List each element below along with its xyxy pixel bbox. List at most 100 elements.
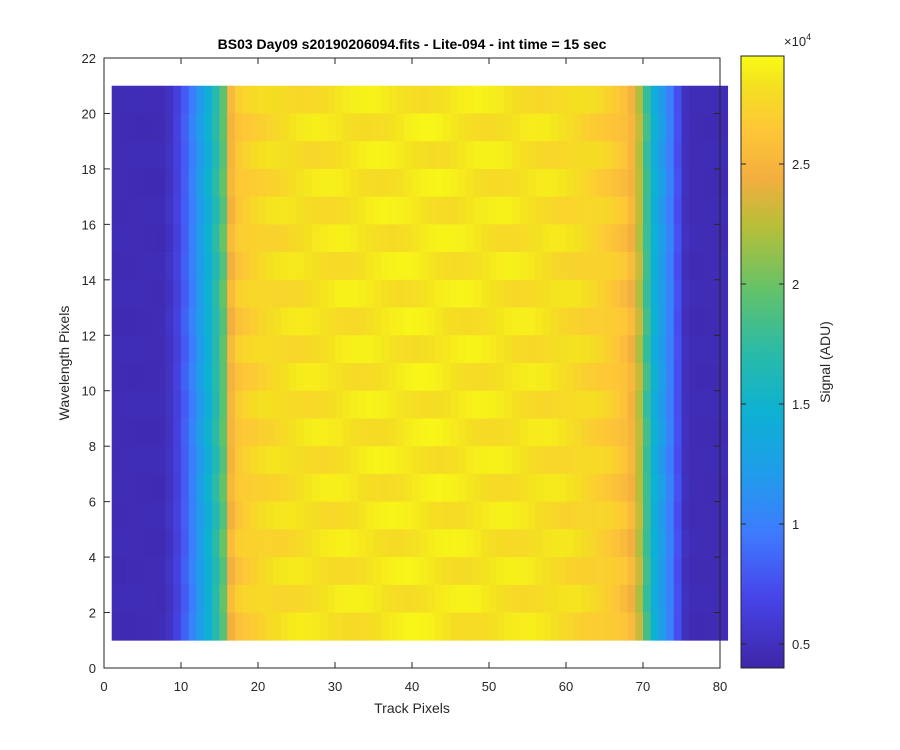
heatmap-cell	[589, 196, 598, 225]
heatmap-cell	[458, 363, 467, 392]
x-tick-label: 30	[328, 679, 342, 694]
heatmap-cell	[473, 113, 482, 142]
heatmap-cell	[519, 279, 528, 308]
heatmap-cell	[250, 363, 259, 392]
heatmap-cell	[650, 529, 659, 558]
heatmap-cell	[165, 529, 174, 558]
heatmap-cell	[181, 557, 190, 586]
heatmap-cell	[704, 390, 713, 419]
heatmap-cell	[211, 252, 220, 281]
heatmap-cell	[319, 85, 328, 114]
heatmap-cell	[234, 141, 243, 170]
heatmap-cell	[219, 307, 228, 336]
heatmap-cell	[619, 252, 628, 281]
heatmap-cell	[519, 168, 528, 197]
heatmap-cell	[150, 363, 159, 392]
heatmap-cell	[342, 224, 351, 253]
heatmap-cell	[658, 113, 667, 142]
heatmap-cell	[365, 363, 374, 392]
heatmap-cell	[350, 307, 359, 336]
heatmap-cell	[173, 307, 182, 336]
heatmap-cell	[119, 501, 128, 530]
heatmap-cell	[188, 584, 197, 613]
heatmap-cell	[258, 612, 267, 641]
heatmap-cell	[304, 501, 313, 530]
heatmap-cell	[327, 113, 336, 142]
heatmap-cell	[542, 612, 551, 641]
heatmap-cell	[150, 85, 159, 114]
heatmap-cell	[673, 557, 682, 586]
heatmap-cell	[381, 390, 390, 419]
heatmap-cell	[119, 335, 128, 364]
heatmap-cell	[681, 446, 690, 475]
heatmap-cell	[535, 363, 544, 392]
heatmap-cell	[458, 85, 467, 114]
heatmap-cell	[473, 529, 482, 558]
heatmap-cell	[496, 141, 505, 170]
heatmap-cell	[650, 224, 659, 253]
heatmap-cell	[666, 196, 675, 225]
heatmap-cell	[681, 418, 690, 447]
heatmap-cell	[581, 584, 590, 613]
heatmap-cell	[296, 363, 305, 392]
heatmap-cell	[604, 224, 613, 253]
heatmap-cell	[573, 335, 582, 364]
heatmap-cell	[604, 612, 613, 641]
heatmap-cell	[596, 168, 605, 197]
heatmap-cell	[188, 557, 197, 586]
heatmap-cell	[435, 196, 444, 225]
heatmap-cell	[119, 363, 128, 392]
heatmap-cell	[473, 224, 482, 253]
heatmap-cell	[619, 307, 628, 336]
heatmap-cell	[227, 141, 236, 170]
heatmap-cell	[319, 612, 328, 641]
heatmap-cell	[635, 418, 644, 447]
heatmap-cell	[581, 612, 590, 641]
heatmap-cell	[396, 529, 405, 558]
heatmap-cell	[473, 612, 482, 641]
heatmap-cell	[111, 612, 120, 641]
heatmap-cell	[566, 85, 575, 114]
heatmap-cell	[134, 113, 143, 142]
heatmap-cell	[596, 418, 605, 447]
heatmap-cell	[427, 252, 436, 281]
heatmap-cell	[311, 85, 320, 114]
heatmap-cell	[242, 307, 251, 336]
heatmap-cell	[581, 363, 590, 392]
heatmap-cell	[335, 224, 344, 253]
heatmap-cell	[673, 584, 682, 613]
heatmap-cell	[550, 113, 559, 142]
heatmap-cell	[504, 557, 513, 586]
heatmap-cell	[342, 418, 351, 447]
heatmap-cell	[335, 363, 344, 392]
chart-title: BS03 Day09 s20190206094.fits - Lite-094 …	[218, 36, 607, 52]
heatmap-cell	[365, 584, 374, 613]
heatmap-cell	[281, 390, 290, 419]
heatmap-cell	[265, 363, 274, 392]
heatmap-cell	[281, 529, 290, 558]
heatmap-cell	[581, 529, 590, 558]
heatmap-cell	[211, 279, 220, 308]
heatmap-cell	[319, 141, 328, 170]
y-axis-title: Wavelength Pixels	[56, 306, 72, 421]
heatmap-cell	[273, 529, 282, 558]
heatmap-cell	[566, 335, 575, 364]
heatmap-cell	[696, 196, 705, 225]
heatmap-cell	[311, 168, 320, 197]
y-tick-label: 6	[89, 495, 96, 510]
heatmap-cell	[142, 473, 151, 502]
heatmap-cell	[427, 196, 436, 225]
heatmap-cell	[589, 85, 598, 114]
heatmap-cell	[242, 584, 251, 613]
heatmap-cell	[558, 612, 567, 641]
heatmap-cell	[327, 584, 336, 613]
heatmap-cell	[373, 335, 382, 364]
heatmap-cell	[373, 252, 382, 281]
heatmap-cell	[150, 335, 159, 364]
heatmap-cell	[542, 168, 551, 197]
heatmap-cell	[319, 307, 328, 336]
heatmap-cell	[481, 363, 490, 392]
heatmap-cell	[673, 85, 682, 114]
heatmap-cell	[227, 224, 236, 253]
heatmap-cell	[550, 584, 559, 613]
